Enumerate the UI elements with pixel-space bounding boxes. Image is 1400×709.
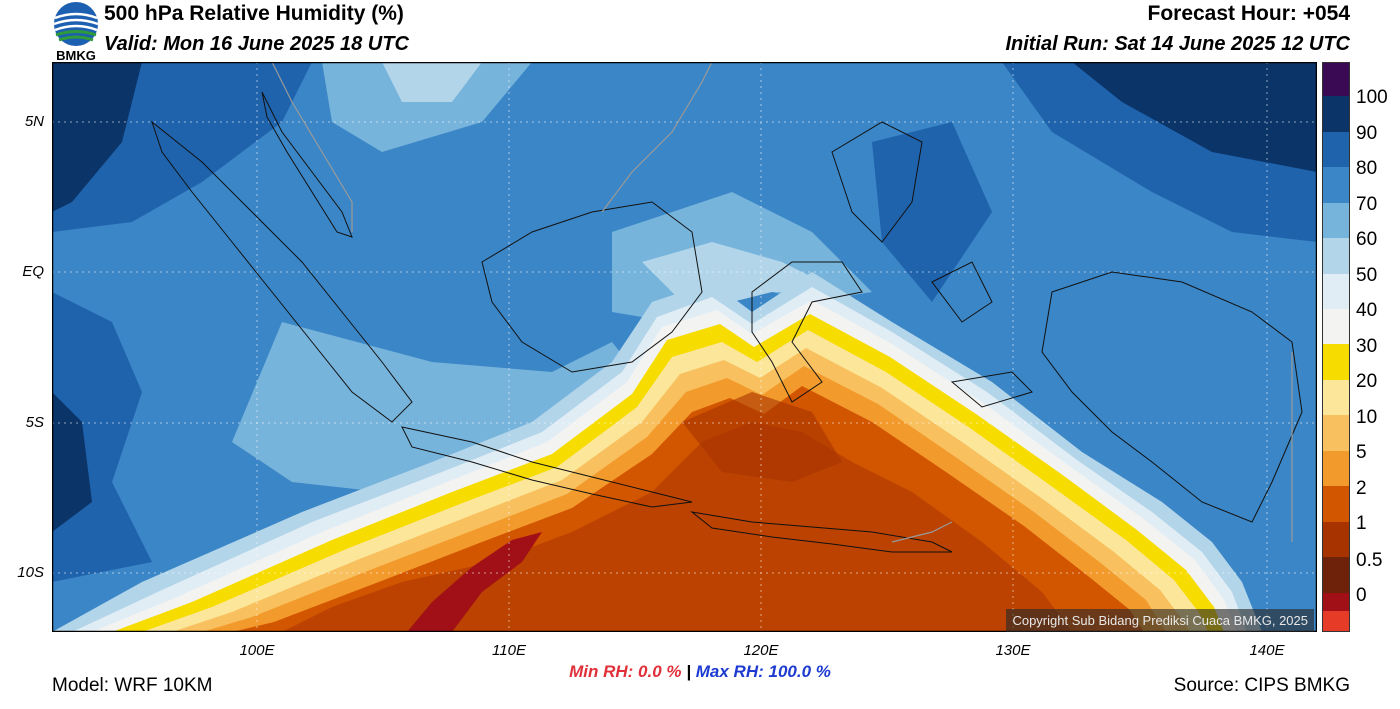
coast-nusa-tenggara [690,511,953,553]
colorbar-swatch [1323,522,1349,557]
coast-borneo [481,201,703,373]
colorbar-label: 10 [1356,407,1378,428]
max-rh-label: Max RH: [695,662,764,681]
lon-label-110e: 110E [492,642,526,659]
colorbar-swatch [1323,344,1349,380]
colorbar-swatch [1323,274,1349,309]
colorbar-label: 20 [1356,371,1378,392]
colorbar-swatch [1323,451,1349,486]
coast-java [401,426,693,508]
colorbar-label: 40 [1356,300,1378,321]
colorbar-swatch [1323,132,1349,167]
field-core-w [52,392,92,532]
stats-separator: | [686,662,692,681]
field-moist-north [322,62,532,152]
field-dry-patch [682,392,842,482]
lon-label-120e: 120E [743,642,779,659]
colorbar-swatch [1323,63,1349,96]
coast-malay-peninsula [261,91,353,238]
valid-time: Valid: Mon 16 June 2025 18 UTC [104,33,409,55]
lat-label-10s: 10S [17,564,44,581]
colorbar [1322,62,1350,632]
field-light-north [382,62,482,102]
coast-new-guinea [1041,271,1303,523]
lon-label-130e: 130E [995,642,1031,659]
lon-label-140e: 140E [1249,642,1285,659]
field-band-0 [407,532,542,632]
colorbar-swatch [1323,309,1349,344]
colorbar-swatch [1323,415,1349,451]
colorbar-swatch [1323,167,1349,203]
min-rh-label: Min RH: [569,662,634,681]
colorbar-label: 80 [1356,158,1378,179]
logo-text: BMKG [56,48,96,62]
colorbar-swatch [1323,203,1349,238]
field-wet-n [872,122,992,302]
map-frame [52,62,1317,632]
max-rh-value: 100.0 % [768,662,831,681]
coast-sulawesi [751,261,863,403]
colorbar-label: 30 [1356,336,1378,357]
lat-label-5s: 5S [25,414,44,431]
source-label: Source: CIPS BMKG [1173,675,1350,696]
gridlines [52,62,1317,632]
field-core-ne [1072,62,1317,172]
coast-sumatra [150,120,413,423]
colorbar-label: 60 [1356,229,1378,250]
colorbar-swatch [1323,238,1349,274]
model-label: Model: WRF 10KM [52,675,213,696]
colorbar-swatch [1323,611,1349,631]
rh-stats: Min RH: 0.0 % | Max RH: 100.0 % [0,662,1400,682]
colorbar-swatch [1323,593,1349,611]
colorbar-swatch [1323,486,1349,522]
min-rh-value: 0.0 % [638,662,682,681]
colorbar-swatch [1323,96,1349,132]
coast-seram [950,371,1033,408]
coast-halmahera [931,261,993,323]
colorbar-swatch [1323,380,1349,415]
bmkg-logo: BMKG [50,0,102,63]
humidity-map [52,62,1317,632]
lon-label-100e: 100E [239,642,275,659]
colorbar-label: 2 [1356,478,1367,499]
colorbar-label: 70 [1356,194,1378,215]
coast-philippines [831,121,923,243]
lat-label-5n: 5N [24,113,44,130]
borders [271,62,1293,543]
colorbar-label: 50 [1356,265,1378,286]
colorbar-label: 100 [1356,87,1388,108]
chart-title: 500 hPa Relative Humidity (%) [104,2,404,25]
copyright-notice: Copyright Sub Bidang Prediksi Cuaca BMKG… [1006,609,1314,632]
colorbar-label: 5 [1356,442,1367,463]
colorbar-label: 90 [1356,123,1378,144]
colorbar-label: 0.5 [1356,550,1383,571]
colorbar-label: 0 [1356,585,1367,606]
colorbar-swatch [1323,557,1349,593]
colorbar-label: 1 [1356,513,1367,534]
forecast-hour: Forecast Hour: +054 [1147,2,1351,25]
field-moist-java-sea [232,322,652,492]
field-core-nw [52,62,142,212]
initial-run: Initial Run: Sat 14 June 2025 12 UTC [1005,33,1350,55]
lat-label-eq: EQ [22,263,44,280]
coastlines [150,91,1303,553]
